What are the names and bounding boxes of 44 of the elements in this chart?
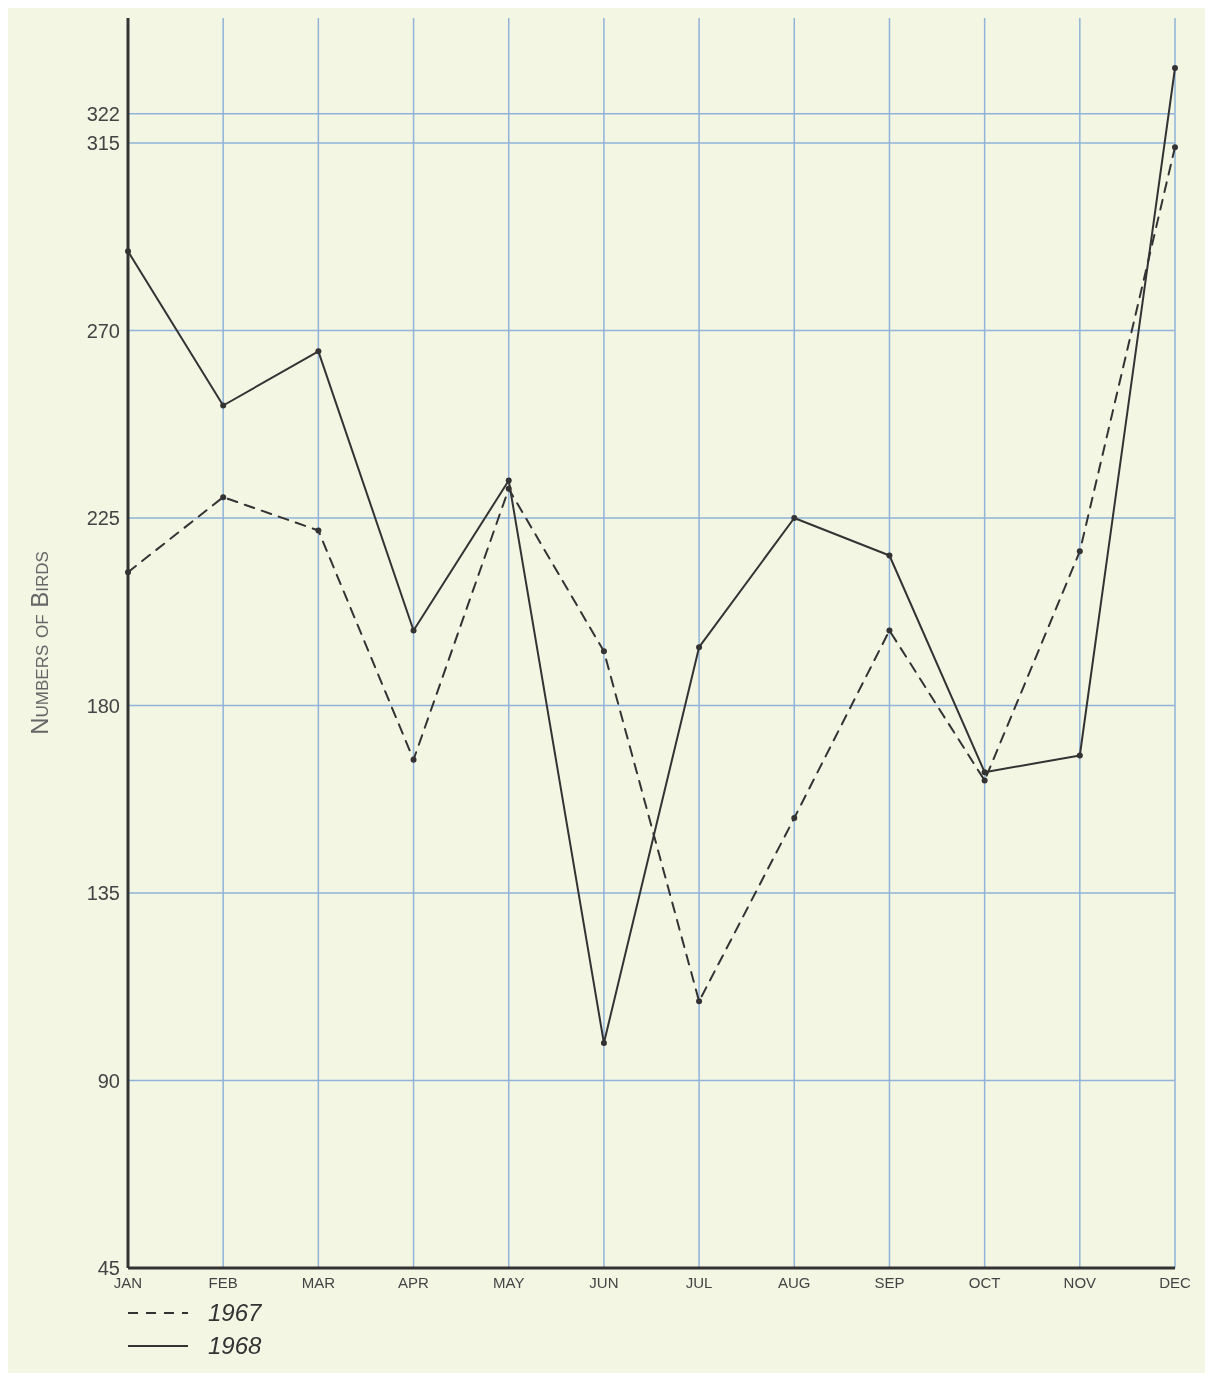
y-tick-label: 90: [97, 1069, 120, 1092]
point: [1172, 144, 1178, 151]
x-tick-label: SEP: [874, 1274, 905, 1291]
point: [410, 756, 417, 763]
x-tick-label: FEB: [208, 1274, 238, 1291]
point: [696, 998, 703, 1005]
point: [600, 648, 607, 655]
x-tick-label: NOV: [1063, 1274, 1097, 1291]
y-tick-label: 225: [86, 507, 120, 529]
point: [696, 644, 703, 651]
point: [791, 515, 798, 521]
y-tick-label: 135: [86, 882, 120, 904]
point: [791, 815, 798, 821]
x-tick-label: APR: [398, 1274, 430, 1291]
point: [886, 552, 893, 559]
point: [125, 248, 131, 255]
point: [315, 527, 322, 534]
point: [600, 1040, 607, 1046]
x-tick-label: MAY: [493, 1274, 525, 1291]
point: [220, 494, 227, 501]
point: [1076, 548, 1083, 555]
point: [886, 627, 893, 634]
x-tick-label: OCT: [968, 1274, 1001, 1291]
point: [1076, 752, 1083, 759]
y-tick-label: 322: [86, 102, 120, 125]
point: [315, 348, 322, 355]
point: [220, 402, 227, 409]
point: [1172, 65, 1178, 71]
point: [981, 769, 988, 776]
legend-label: 1967: [208, 1299, 264, 1327]
y-axis-title: Numbers of Birds: [26, 551, 53, 735]
y-tick-label: 315: [86, 132, 120, 154]
x-tick-label: JUL: [685, 1274, 713, 1291]
point: [125, 569, 131, 576]
x-tick-label: DEC: [1159, 1274, 1191, 1291]
x-tick-label: AUG: [778, 1274, 811, 1291]
point: [981, 777, 988, 784]
x-tick-label: JUN: [589, 1274, 619, 1291]
point: [410, 627, 417, 634]
point: [505, 477, 512, 484]
y-tick-label: 270: [86, 319, 120, 342]
y-tick-label: 180: [86, 694, 120, 717]
legend-label: 1968: [208, 1332, 263, 1360]
x-tick-label: MAR: [301, 1274, 336, 1291]
